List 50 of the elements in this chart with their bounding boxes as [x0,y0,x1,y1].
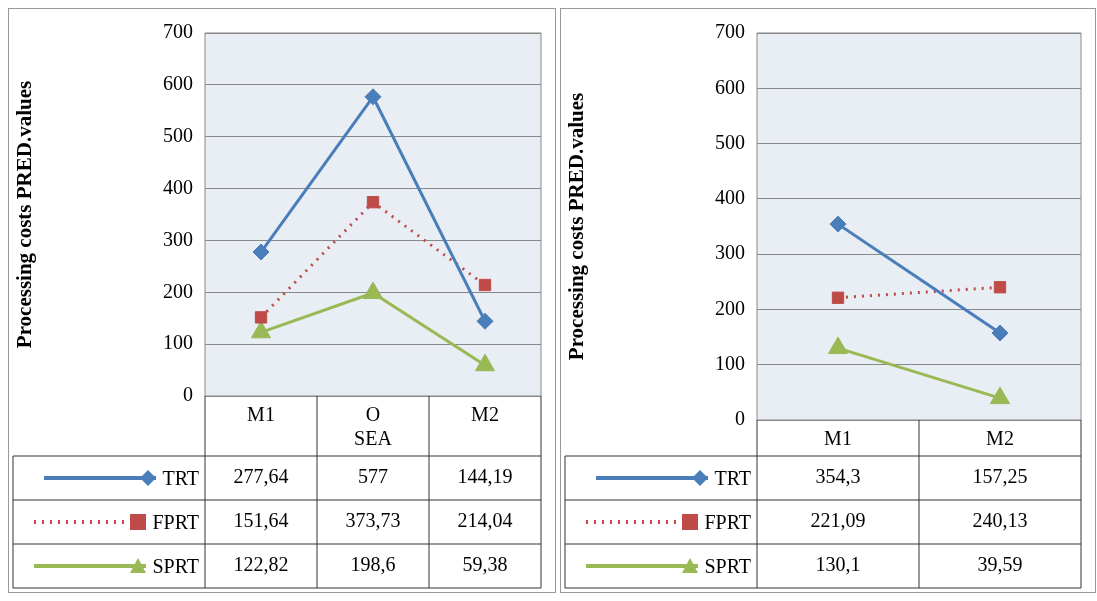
y-tick-label: 300 [715,241,745,264]
x-tick-label: O SEA [354,403,393,450]
x-tick-label: M2 [986,427,1014,450]
data-label: 214,04 [457,509,513,532]
legend-label: FPRT [704,510,751,534]
data-label: 151,64 [233,509,289,532]
data-label: 240,13 [972,509,1028,532]
point [254,311,268,324]
y-tick-label: 0 [735,407,745,430]
y-tick-label: 200 [715,296,745,319]
x-tick-label: M1 [247,403,275,426]
y-tick-label: 100 [163,331,193,354]
y-tick-label: 0 [183,383,193,406]
data-label: 354,3 [815,465,861,488]
y-tick-label: 400 [715,186,745,209]
point [478,278,492,292]
legend-label: TRT [162,466,199,490]
y-tick-label: 700 [163,20,193,43]
point [366,196,380,209]
legend-label: SPRT [704,554,751,578]
data-label: 373,73 [345,509,401,532]
y-axis-title: Processing costs PRED.values [564,92,589,361]
y-tick-label: 400 [163,175,193,198]
x-tick-label: M1 [824,427,852,450]
y-tick-label: 200 [163,279,193,302]
data-label: 122,82 [233,553,289,576]
data-label: 39,59 [977,553,1023,576]
legend-label: TRT [714,466,751,490]
data-label: 221,09 [810,509,866,532]
data-label: 130,1 [815,553,861,576]
y-tick-label: 300 [163,227,193,250]
data-label: 198,6 [350,553,396,576]
y-tick-label: 500 [715,130,745,153]
x-tick-label: M2 [471,403,499,426]
point [364,88,382,106]
legend-label: SPRT [152,554,199,578]
data-label: 277,64 [233,465,289,488]
data-label: 144,19 [457,465,513,488]
y-tick-label: 600 [715,75,745,98]
y-tick-label: 100 [715,351,745,374]
legend-label: FPRT [152,510,199,534]
data-label: 577 [358,465,388,488]
y-tick-label: 700 [715,20,745,43]
data-label: 157,25 [972,465,1028,488]
point [252,243,270,261]
y-tick-label: 500 [163,123,193,146]
point [476,312,494,330]
y-axis-title: Processing costs PRED.values [12,80,37,349]
data-label: 59,38 [462,553,508,576]
y-tick-label: 600 [163,72,193,95]
